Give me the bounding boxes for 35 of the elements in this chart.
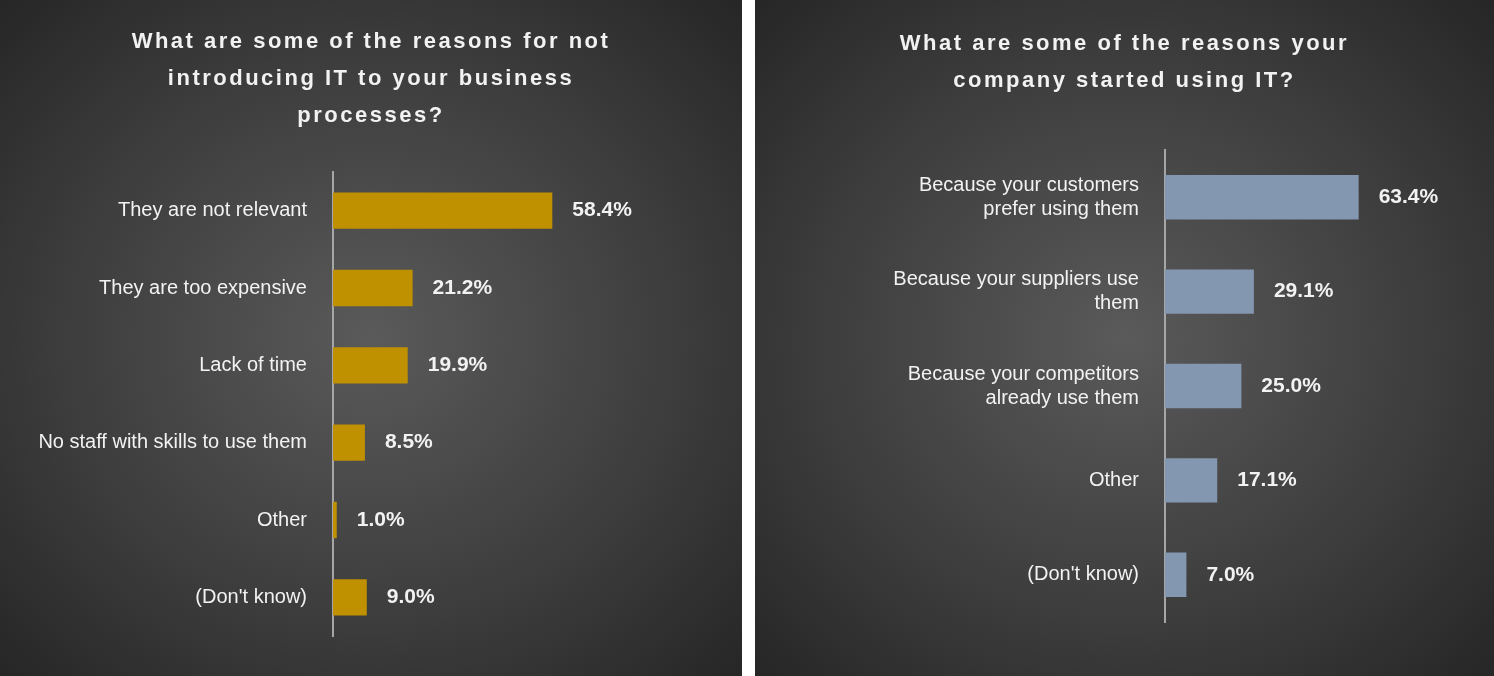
y-tick-label: Other	[1088, 467, 1140, 490]
data-label: 19.9%	[427, 352, 488, 376]
data-label: 9.0%	[386, 584, 435, 608]
y-tick-label: They are too expensive	[99, 275, 307, 298]
bar	[1165, 458, 1218, 503]
bar	[333, 579, 367, 616]
y-tick-label: (Don't know)	[1027, 562, 1139, 585]
data-label: 17.1%	[1237, 467, 1298, 491]
bar	[1165, 175, 1359, 220]
y-tick-label: Because your customers prefer using them	[918, 172, 1139, 219]
y-tick-label: No staff with skills to use them	[38, 430, 307, 453]
chart-title: What are some of the reasons your company started using IT?	[898, 29, 1351, 94]
y-tick-label: Because your suppliers use them	[893, 267, 1139, 314]
bar	[333, 269, 413, 307]
y-tick-label: Lack of time	[199, 352, 307, 375]
bar	[333, 501, 337, 539]
chart-title: What are some of the reasons for not introducing IT to your business processes?	[130, 27, 612, 129]
bar	[1165, 552, 1187, 597]
data-label: 29.1%	[1273, 278, 1334, 302]
y-tick-label: They are not relevant	[118, 198, 308, 221]
bar	[1165, 363, 1242, 409]
y-tick-label: Other	[256, 507, 308, 530]
data-label: 7.0%	[1206, 561, 1255, 585]
bar	[333, 347, 408, 384]
data-label: 21.2%	[432, 274, 493, 298]
y-tick-label: (Don't know)	[195, 584, 307, 607]
data-label: 8.5%	[384, 429, 434, 453]
data-label: 58.4%	[572, 197, 633, 221]
bar	[333, 192, 553, 229]
bar	[333, 424, 365, 461]
y-tick-label: Because your competitors already use them	[907, 361, 1139, 408]
data-label: 1.0%	[356, 506, 405, 530]
data-label: 25.0%	[1261, 372, 1322, 396]
bar	[1165, 269, 1254, 314]
data-label: 63.4%	[1378, 184, 1439, 207]
